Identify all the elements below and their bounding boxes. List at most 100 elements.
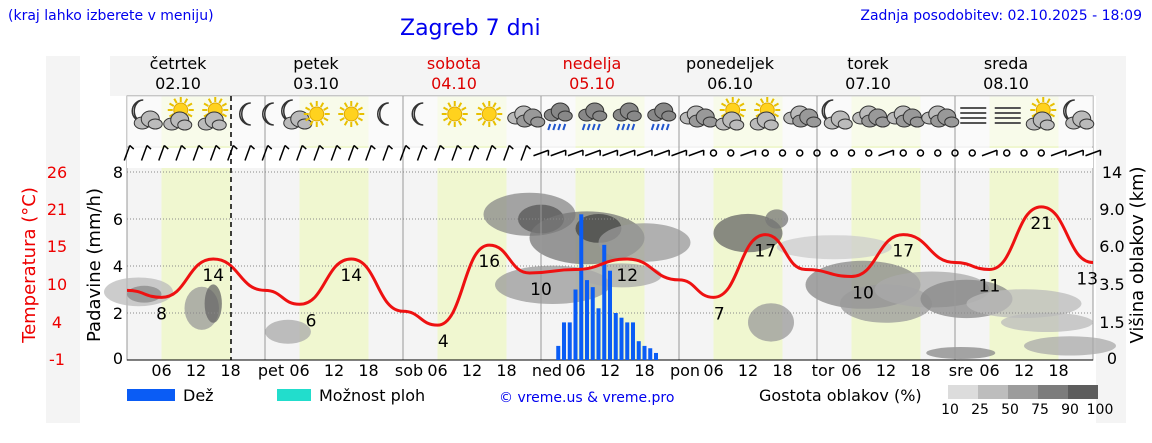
x-tick-label: 18 [496,361,516,380]
wind-barb-feather [284,144,290,150]
raindrop [665,123,670,131]
day-date: 03.10 [293,74,339,93]
sun-disc [447,106,463,122]
temperature-label: 13 [1076,270,1098,290]
cloud-scale-swatch [948,385,978,399]
rain-tick-label: 0 [113,0,123,4]
day-name: torek [847,54,889,73]
wind-calm-marker [899,149,907,157]
wind-barb-shaft [1085,149,1101,157]
wind-barb-feather [353,144,359,150]
wind-barb-icon [485,144,497,161]
wind-calm-marker [847,149,856,157]
x-tick-label: 06 [289,361,309,380]
raindrop [557,123,562,131]
sun-disc [343,106,359,122]
x-tick-label: 18 [220,361,240,380]
wind-barb-feather [146,144,152,150]
cloud-density-blob [765,209,789,229]
x-tick-label: 06 [427,361,447,380]
moon-shape [262,102,274,126]
rain-bar [613,313,618,360]
wind-barb-feather [336,144,342,150]
wind-barb-icon [740,149,757,157]
wind-barb-icon [550,149,567,157]
moon-cloud-icon [821,99,853,130]
wind-barb-icon [602,149,619,157]
partly-cloudy-icon [163,97,194,131]
cloud-shape [806,116,822,128]
cloud-shape [592,110,608,122]
sun-ray [770,98,775,104]
moon-icon [377,102,389,126]
wind-barb-icon [520,144,532,161]
wind-calm-marker [830,149,838,157]
wind-barb-icon [1085,149,1102,157]
temperature-label: 12 [616,266,638,286]
wind-barb-feather [215,144,221,150]
x-tick-label: 12 [738,361,758,380]
sun-ray [461,106,467,111]
wind-barb-feather [1065,150,1067,156]
x-tick-label: sre [949,361,973,380]
sun-ray [457,120,463,126]
wind-barb-feather [599,150,602,156]
cloud-scale-swatch [1008,385,1038,399]
wind-barb-icon [416,144,428,161]
raindrop [596,123,601,131]
wind-barb-shaft [192,145,200,161]
wind-barb-feather [301,144,307,150]
credit: © vreme.us & vreme.pro [499,390,674,406]
x-tick-label: 12 [600,361,620,380]
x-tick-label: 06 [565,361,585,380]
sun-icon [338,101,365,127]
wind-barb-icon [192,144,204,161]
day-date: 08.10 [983,74,1029,93]
wind-strip-bg [127,148,1093,168]
temp-tick-label: 10 [47,275,67,294]
wind-barb-icon [399,144,411,161]
raindrop [547,123,552,131]
wind-barb-feather [651,150,653,156]
wind-barb-shaft [416,145,424,161]
cloud-density-blob [1001,312,1093,332]
wind-barb-feather [668,150,671,156]
wind-barb-shaft [567,149,584,157]
rain-bar [636,341,641,360]
wind-barb-feather [702,150,705,156]
wind-barb-shaft [175,145,183,161]
x-tick-label: 06 [979,361,999,380]
wind-barb-shaft [382,145,390,161]
fog-icon [960,107,987,124]
wind-barb-icon [636,149,653,157]
left-axis-panel [46,56,80,423]
wind-barb-shaft [123,145,131,161]
sun-ray [442,117,449,122]
moon-cloud-icon [131,99,163,130]
wind-barb-shaft [533,149,549,157]
wind-barb-shaft [140,145,148,161]
sun-ray [183,98,189,104]
cloud-height-tick-label: 1.5 [1099,313,1124,332]
wind-barb-feather [685,150,688,156]
rain-bar [579,214,584,360]
cloudy-icon [852,105,891,128]
x-tick-label: 12 [462,361,482,380]
rain-icon [543,102,573,131]
rain-bar [602,244,607,360]
temperature-label: 7 [714,304,725,324]
wind-calm-marker [727,149,735,157]
cloud-scale-label: 75 [1031,402,1049,418]
rain-legend-label: Dež [183,386,214,405]
wind-barb-shaft [158,145,165,161]
day-date: 02.10 [155,74,201,93]
sun-ray [304,117,311,122]
cloud-density-blob [776,235,892,260]
sun-ray [323,106,329,111]
wind-barb-feather [633,150,636,156]
wind-barb-feather [249,144,256,150]
temperature-label: 17 [892,242,914,262]
sun-ray [319,120,325,126]
wind-calm-marker [709,149,718,157]
sun-ray [1031,102,1037,107]
